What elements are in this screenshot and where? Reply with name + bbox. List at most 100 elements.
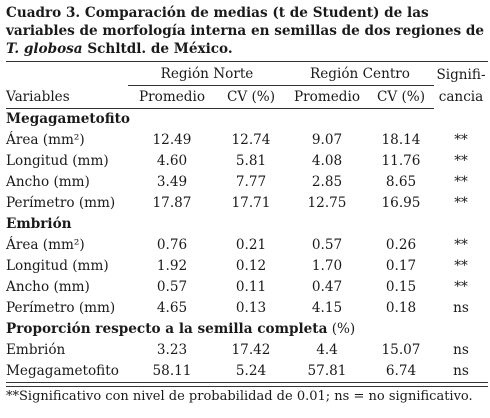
table-row: Megagametofito 58.11 5.24 57.81 6.74 ns [6, 360, 488, 383]
header-norte-cv: CV (%) [216, 85, 286, 109]
cell-norte-cv: 0.11 [235, 278, 267, 295]
cell-norte-cv: 17.42 [231, 341, 271, 358]
cell-norte-promedio: 0.57 [156, 278, 188, 295]
header-norte-promedio: Promedio [128, 85, 216, 109]
cell-variable: Longitud (mm) [6, 257, 109, 274]
header-region-norte: Región Norte [128, 60, 286, 87]
cell-norte-promedio: 4.65 [156, 299, 188, 316]
cell-variable: Perímetro (mm) [6, 299, 116, 316]
cell-significancia: ** [454, 236, 468, 253]
cell-significancia: ** [454, 194, 468, 211]
section-header-row: Proporción respecto a la semilla complet… [6, 319, 488, 340]
cell-norte-promedio: 3.49 [156, 173, 188, 190]
section-header-row: Megagametofito [6, 108, 488, 130]
section-title: Proporción respecto a la semilla complet… [6, 319, 488, 340]
cell-centro-promedio: 2.85 [311, 173, 343, 190]
header-significancia-line1: Signifi- [436, 67, 486, 83]
cell-centro-cv: 8.65 [385, 173, 417, 190]
cell-centro-cv: 6.74 [368, 360, 434, 383]
cell-centro-cv: 0.15 [385, 278, 417, 295]
section-title: Embrión [6, 214, 488, 235]
header-centro-promedio: Promedio [286, 85, 368, 109]
cell-centro-cv: 18.14 [381, 131, 421, 148]
cell-centro-promedio: 0.57 [311, 236, 343, 253]
cell-norte-promedio: 4.60 [156, 152, 188, 169]
cell-norte-cv: 0.13 [235, 299, 267, 316]
header-row-regions: Región Norte Región Centro Signifi-canci… [6, 60, 488, 108]
cell-variable: Megagametofito [6, 360, 128, 383]
cell-centro-cv: 15.07 [381, 341, 421, 358]
cell-variable: Perímetro (mm) [6, 194, 116, 211]
cell-centro-promedio: 57.81 [286, 360, 368, 383]
cell-significancia: ** [454, 131, 468, 148]
cell-variable: Ancho (mm) [6, 173, 90, 190]
table-container: Cuadro 3. Comparación de medias (t de St… [6, 4, 488, 406]
cell-norte-cv: 17.71 [231, 194, 271, 211]
cell-centro-promedio: 0.47 [311, 278, 343, 295]
table-row: Área (mm²) 12.49 12.74 9.07 18.14 ** [6, 130, 488, 151]
cell-centro-cv: 0.26 [385, 236, 417, 253]
cell-norte-cv: 7.77 [235, 173, 267, 190]
cell-significancia: ns [453, 299, 469, 316]
caption-suffix: Schltdl. de México. [82, 41, 233, 57]
cell-centro-cv: 16.95 [381, 194, 421, 211]
cell-centro-promedio: 1.70 [311, 257, 343, 274]
cell-norte-cv: 0.12 [235, 257, 267, 274]
cell-variable: Área (mm²) [6, 236, 85, 253]
cell-significancia: ** [454, 152, 468, 169]
header-region-centro: Región Centro [286, 60, 434, 87]
table-row: Perímetro (mm) 17.87 17.71 12.75 16.95 ** [6, 193, 488, 214]
section-title-text: Megagametofito [6, 110, 130, 127]
cell-centro-promedio: 12.75 [307, 194, 347, 211]
cell-norte-cv: 0.21 [235, 236, 267, 253]
header-significancia-line2: cancia [438, 89, 484, 105]
table-row: Perímetro (mm) 4.65 0.13 4.15 0.18 ns [6, 298, 488, 319]
caption-prefix: Cuadro 3. Comparación de medias (t de St… [6, 5, 485, 39]
cell-norte-cv: 5.81 [235, 152, 267, 169]
table-row: Longitud (mm) 4.60 5.81 4.08 11.76 ** [6, 151, 488, 172]
header-centro-cv: CV (%) [368, 85, 434, 109]
cell-variable: Embrión [6, 341, 66, 358]
cell-significancia: ns [453, 341, 469, 358]
table-footnote: **Significativo con nivel de probabilida… [6, 385, 488, 406]
cell-norte-promedio: 58.11 [128, 360, 216, 383]
cell-centro-promedio: 4.08 [311, 152, 343, 169]
cell-centro-promedio: 4.4 [316, 341, 338, 358]
cell-norte-promedio: 0.76 [156, 236, 188, 253]
section-title-text: Embrión [6, 215, 72, 232]
cell-centro-cv: 11.76 [381, 152, 421, 169]
table-row: Ancho (mm) 3.49 7.77 2.85 8.65 ** [6, 172, 488, 193]
cell-norte-promedio: 3.23 [156, 341, 188, 358]
cell-centro-cv: 0.18 [385, 299, 417, 316]
cell-significancia: ** [454, 278, 468, 295]
cell-norte-promedio: 1.92 [156, 257, 188, 274]
table-row: Área (mm²) 0.76 0.21 0.57 0.26 ** [6, 235, 488, 256]
cell-significancia: ns [434, 360, 488, 383]
caption-species: T. globosa [6, 41, 83, 57]
cell-norte-cv: 12.74 [231, 131, 271, 148]
data-table: Región Norte Región Centro Signifi-canci… [6, 60, 488, 383]
cell-centro-promedio: 4.15 [311, 299, 343, 316]
table-row: Longitud (mm) 1.92 0.12 1.70 0.17 ** [6, 256, 488, 277]
cell-norte-promedio: 17.87 [152, 194, 192, 211]
cell-variable: Longitud (mm) [6, 152, 109, 169]
section-title: Megagametofito [6, 108, 488, 130]
section-title-text: Proporción respecto a la semilla complet… [6, 320, 328, 337]
cell-centro-cv: 0.17 [385, 257, 417, 274]
table-body: Megagametofito Área (mm²) 12.49 12.74 9.07 18… [6, 108, 488, 383]
header-variables: Variables [6, 85, 128, 109]
cell-variable: Ancho (mm) [6, 278, 90, 295]
cell-variable: Área (mm²) [6, 131, 85, 148]
header-row-columns: Variables Promedio CV (%) Promedio CV (%… [6, 85, 488, 109]
table-row: Ancho (mm) 0.57 0.11 0.47 0.15 ** [6, 277, 488, 298]
cell-norte-promedio: 12.49 [152, 131, 192, 148]
cell-significancia: ** [454, 257, 468, 274]
header-significancia: Signifi-cancia [434, 61, 488, 108]
section-header-row: Embrión [6, 214, 488, 235]
table-caption: Cuadro 3. Comparación de medias (t de St… [6, 4, 488, 58]
section-title-suffix: (%) [327, 320, 356, 337]
table-row: Embrión 3.23 17.42 4.4 15.07 ns [6, 340, 488, 361]
cell-centro-promedio: 9.07 [311, 131, 343, 148]
cell-norte-cv: 5.24 [216, 360, 286, 383]
cell-significancia: ** [454, 173, 468, 190]
